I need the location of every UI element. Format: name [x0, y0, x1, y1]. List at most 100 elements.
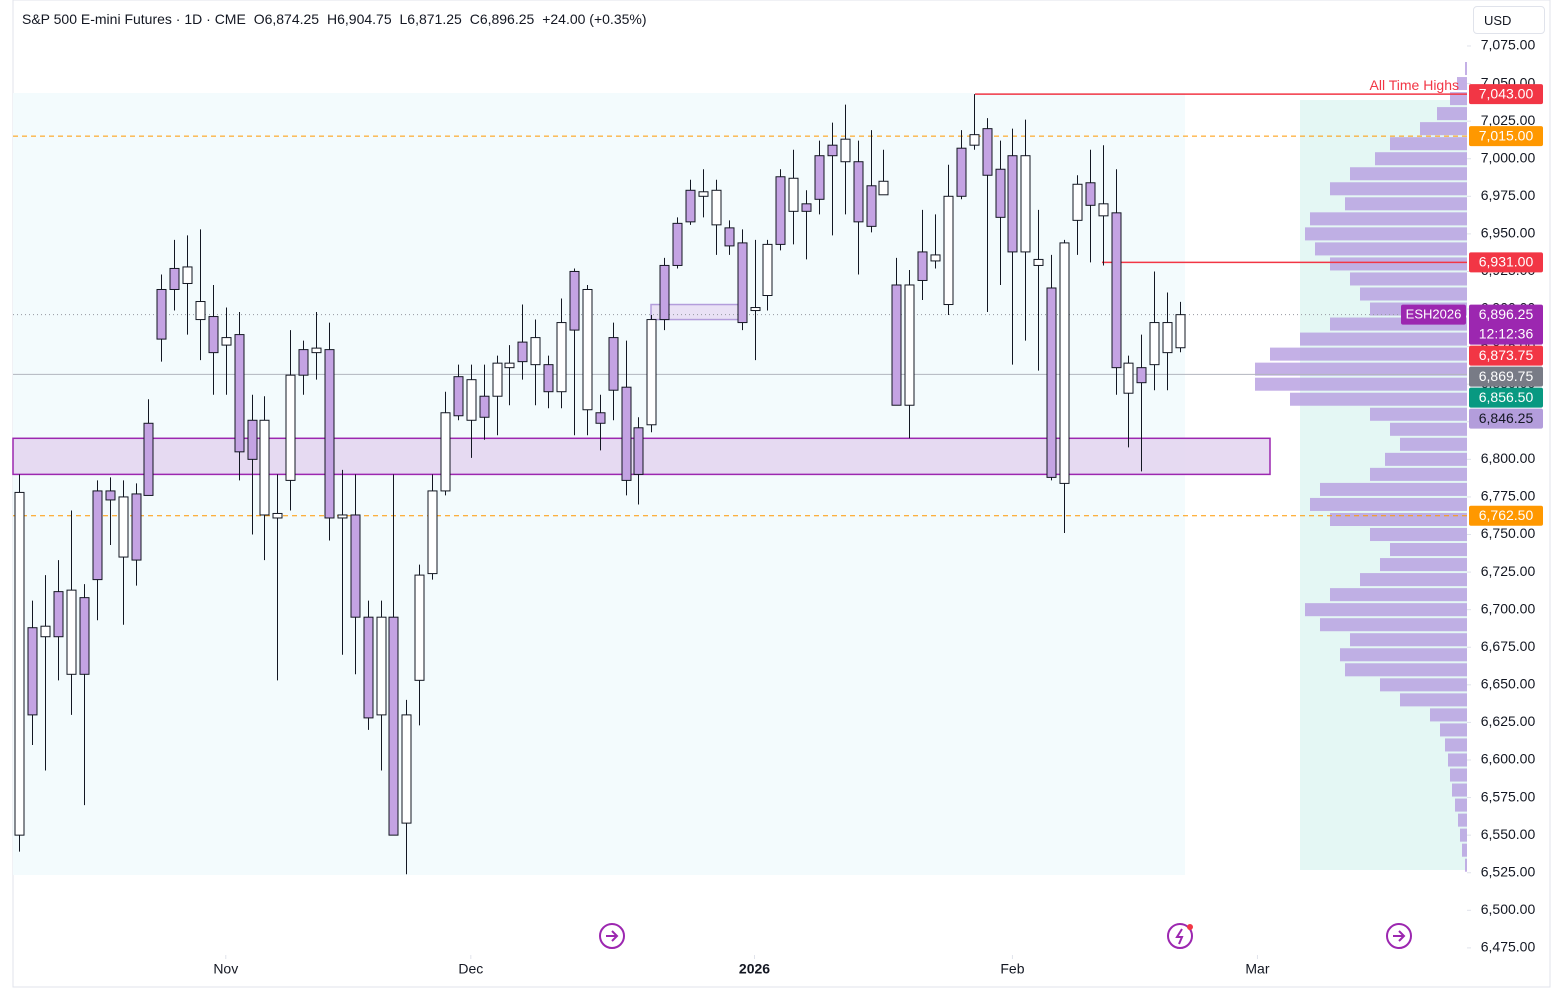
candle-body — [1072, 183, 1083, 221]
volume-profile-bar — [1457, 77, 1467, 91]
candle-body — [995, 168, 1006, 218]
candle-body — [40, 625, 51, 638]
candle-body — [131, 493, 142, 561]
event-icon-bolt — [1175, 928, 1184, 945]
volume-profile-bar — [1320, 482, 1467, 496]
price-tag — [1469, 84, 1543, 105]
candle-body — [853, 161, 864, 223]
event-icon-arrow — [1393, 930, 1406, 942]
volume-profile-bar — [1462, 843, 1467, 857]
candle-body — [595, 412, 606, 424]
candle-body — [737, 242, 748, 324]
candle-body — [440, 412, 451, 492]
ohlc-value: 6,871.25 — [407, 11, 462, 27]
candle-body — [466, 379, 477, 421]
ohlc-key: L — [399, 11, 408, 27]
candle-body — [1033, 258, 1044, 266]
volume-profile-bar — [1455, 798, 1467, 812]
volume-profile-bar — [1440, 723, 1467, 737]
volume-profile-bar — [1270, 347, 1467, 361]
candle-body — [272, 512, 283, 519]
y-tick-label: 6,525.00 — [1481, 863, 1536, 879]
volume-profile-bar — [1330, 588, 1467, 602]
candle-body — [582, 288, 593, 411]
level-annotation: All Time Highs — [1370, 77, 1459, 93]
candle-body — [14, 491, 25, 836]
candle-body — [878, 180, 889, 196]
price-tag-label: 7,043.00 — [1479, 85, 1534, 101]
volume-profile-bar — [1400, 693, 1467, 707]
candle-body — [285, 374, 296, 481]
candle-body — [569, 270, 580, 331]
candle-body — [711, 189, 722, 226]
volume-profile-bar — [1350, 167, 1467, 181]
candle-body — [427, 490, 438, 575]
volume-profile-bar — [1255, 362, 1467, 376]
currency-button[interactable]: USD — [1473, 6, 1545, 34]
candle-body — [298, 349, 309, 376]
candle-body — [1123, 362, 1134, 394]
volume-profile-bar — [1400, 437, 1467, 451]
ohlc-value: 6,896.25 — [479, 11, 535, 27]
y-tick-label: 7,025.00 — [1481, 112, 1536, 128]
candle-body — [724, 227, 735, 247]
candle-body — [337, 514, 348, 519]
candle-body — [969, 134, 980, 146]
ohlc-key: C — [469, 11, 480, 27]
candle-body — [543, 364, 554, 393]
candle-body — [1007, 155, 1018, 253]
volume-profile-bar — [1390, 422, 1467, 436]
candle-body — [608, 337, 619, 391]
candle-body — [517, 341, 528, 363]
candle-body — [1098, 203, 1109, 217]
candle-body — [1085, 182, 1096, 206]
price-tag — [1469, 345, 1543, 366]
candle-body — [324, 349, 335, 519]
volume-profile-bar — [1430, 708, 1467, 722]
y-tick-label: 6,600.00 — [1481, 751, 1536, 767]
volume-profile-bar — [1390, 543, 1467, 557]
event-dot — [1187, 924, 1193, 930]
candle-body — [1136, 367, 1147, 384]
volume-profile-bar — [1452, 783, 1467, 797]
volume-profile-bar — [1330, 512, 1467, 526]
volume-profile-bar — [1420, 122, 1467, 136]
candle-body — [156, 288, 167, 340]
y-tick-label: 6,750.00 — [1481, 525, 1536, 541]
x-tick-label: Feb — [1000, 961, 1024, 977]
x-tick-label: Dec — [458, 961, 483, 977]
candle-body — [208, 316, 219, 354]
candle-body — [775, 176, 786, 245]
candle-body — [646, 319, 657, 426]
x-tick-label: Mar — [1245, 961, 1269, 977]
volume-profile-bar — [1460, 828, 1467, 842]
event-icons[interactable] — [599, 923, 1412, 949]
y-tick-label: 7,075.00 — [1481, 37, 1536, 53]
volume-profile-bar — [1465, 858, 1467, 872]
candle-body — [891, 284, 902, 406]
volume-profile-bar — [1370, 407, 1467, 421]
candle-body — [827, 144, 838, 157]
ohlc-value: 6,904.75 — [337, 11, 392, 27]
volume-profile-bar — [1345, 663, 1467, 677]
legend-header: S&P 500 E-mini Futures · 1D · CME O6,874… — [22, 11, 651, 27]
y-tick-label: 6,950.00 — [1481, 225, 1536, 241]
symbol-tag — [1401, 304, 1466, 325]
candle-body — [917, 251, 928, 281]
candle-body — [530, 337, 541, 366]
y-tick-label: 6,800.00 — [1481, 450, 1536, 466]
volume-profile-bar — [1380, 678, 1467, 692]
volume-profile-bar — [1385, 452, 1467, 466]
candle-body — [866, 185, 877, 227]
price-tag-label: 6,846.25 — [1479, 410, 1534, 426]
candle-body — [788, 177, 799, 212]
y-tick-label: 6,550.00 — [1481, 826, 1536, 842]
symbol-tag-label: ESH2026 — [1406, 307, 1462, 322]
volume-profile-bar — [1315, 242, 1467, 256]
y-tick-label: 6,475.00 — [1481, 939, 1536, 955]
price-tag — [1469, 387, 1543, 408]
candle-body — [247, 419, 258, 460]
price-tag — [1469, 366, 1543, 387]
candle-body — [621, 386, 632, 481]
change: +24.00 (+0.35%) — [542, 11, 647, 27]
